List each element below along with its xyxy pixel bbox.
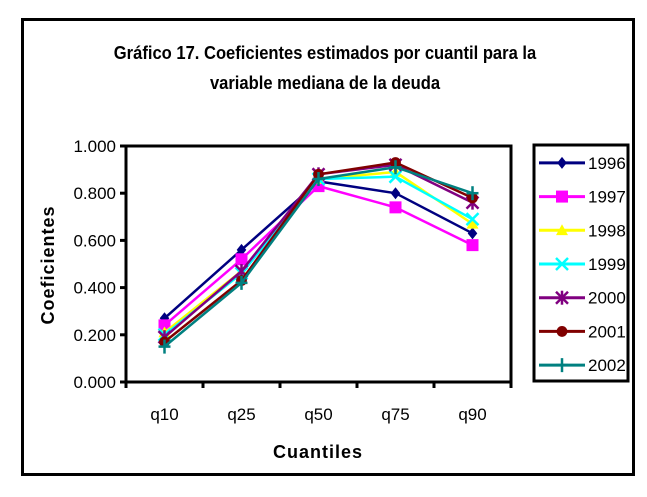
legend-label: 2000 [588,289,626,308]
y-tick-label: 0.800 [73,184,116,203]
marker-square [235,253,248,266]
triangle-marker [466,217,479,229]
series-line [163,175,474,336]
x-marker-stroke [388,169,403,184]
x-tick-label: q50 [304,405,332,424]
square-marker [466,239,479,252]
legend-item-2001: 2001 [539,322,626,341]
legend-label: 2001 [588,322,626,341]
chart-title-line-2: variable mediana de la deuda [209,73,441,93]
marker-plus [389,160,402,175]
series-1997 [158,180,479,332]
legend-item-1998: 1998 [539,221,626,240]
square-marker [556,190,568,203]
square-marker [158,319,171,332]
legend-item-1997: 1997 [539,188,626,207]
x-axis-title: Cuantiles [273,442,363,462]
series-layer [157,157,480,354]
diamond-marker [467,227,478,240]
legend-item-2000: 2000 [539,289,626,308]
plot-area-border [124,144,513,384]
axes: 0.000 0.200 0.400 0.600 0.800 1.000 q10 q25 q50 q… [73,137,513,424]
x-marker-stroke [465,212,480,227]
marker-plus [466,186,479,201]
y-tick-label: 0.600 [73,231,116,250]
diamond-marker [236,243,247,256]
diamond-marker [557,156,567,169]
y-tick-label: 0.400 [73,279,116,298]
marker-diamond [467,227,478,240]
marker-triangle [466,217,479,229]
x-marker-stroke [555,257,569,271]
marker-diamond [557,156,567,169]
y-tick-label: 0.200 [73,326,116,345]
series-2002 [158,160,479,354]
marker-diamond [390,187,401,200]
x-tick-label: q75 [381,405,409,424]
marker-square [389,201,402,214]
marker-diamond [236,243,247,256]
marker-plus [235,275,248,290]
marker-square [556,190,568,203]
chart-title: Gráfico 17. Coeficientes estimados por c… [63,38,587,98]
x-tick-label: q10 [150,405,178,424]
legend-label: 2002 [588,356,626,375]
legend-label: 1996 [588,154,626,173]
x-tick-label: q25 [227,405,255,424]
marker-circle [556,326,568,337]
marker-star [555,290,569,305]
y-tick-label: 0.000 [73,373,116,392]
marker-square [466,239,479,252]
diamond-marker [390,187,401,200]
y-tick-label: 1.000 [73,137,116,156]
chart-title-line-1: Gráfico 17. Coeficientes estimados por c… [113,43,537,63]
legend-item-1999: 1999 [539,255,626,274]
legend-label: 1997 [588,188,626,207]
series-1999 [157,169,480,342]
square-marker [235,253,248,266]
legend-item-2002: 2002 [539,356,626,375]
marker-x [388,169,403,184]
square-marker [389,201,402,214]
legend-label: 1998 [588,221,626,240]
legend-label: 1999 [588,255,626,274]
y-axis-title: Coeficientes [38,205,58,324]
marker-x [465,212,480,227]
marker-square [158,319,171,332]
marker-plus [556,358,568,373]
marker-triangle [556,224,568,236]
marker-x [555,257,569,271]
marker-plus [158,339,171,354]
legend: 1996 1997 1998 1999 2000 2001 2002 [532,143,630,383]
legend-item-1996: 1996 [539,154,626,173]
marker-plus [312,172,325,187]
circle-marker [556,326,568,337]
x-tick-label: q90 [458,405,486,424]
triangle-marker [556,224,568,236]
